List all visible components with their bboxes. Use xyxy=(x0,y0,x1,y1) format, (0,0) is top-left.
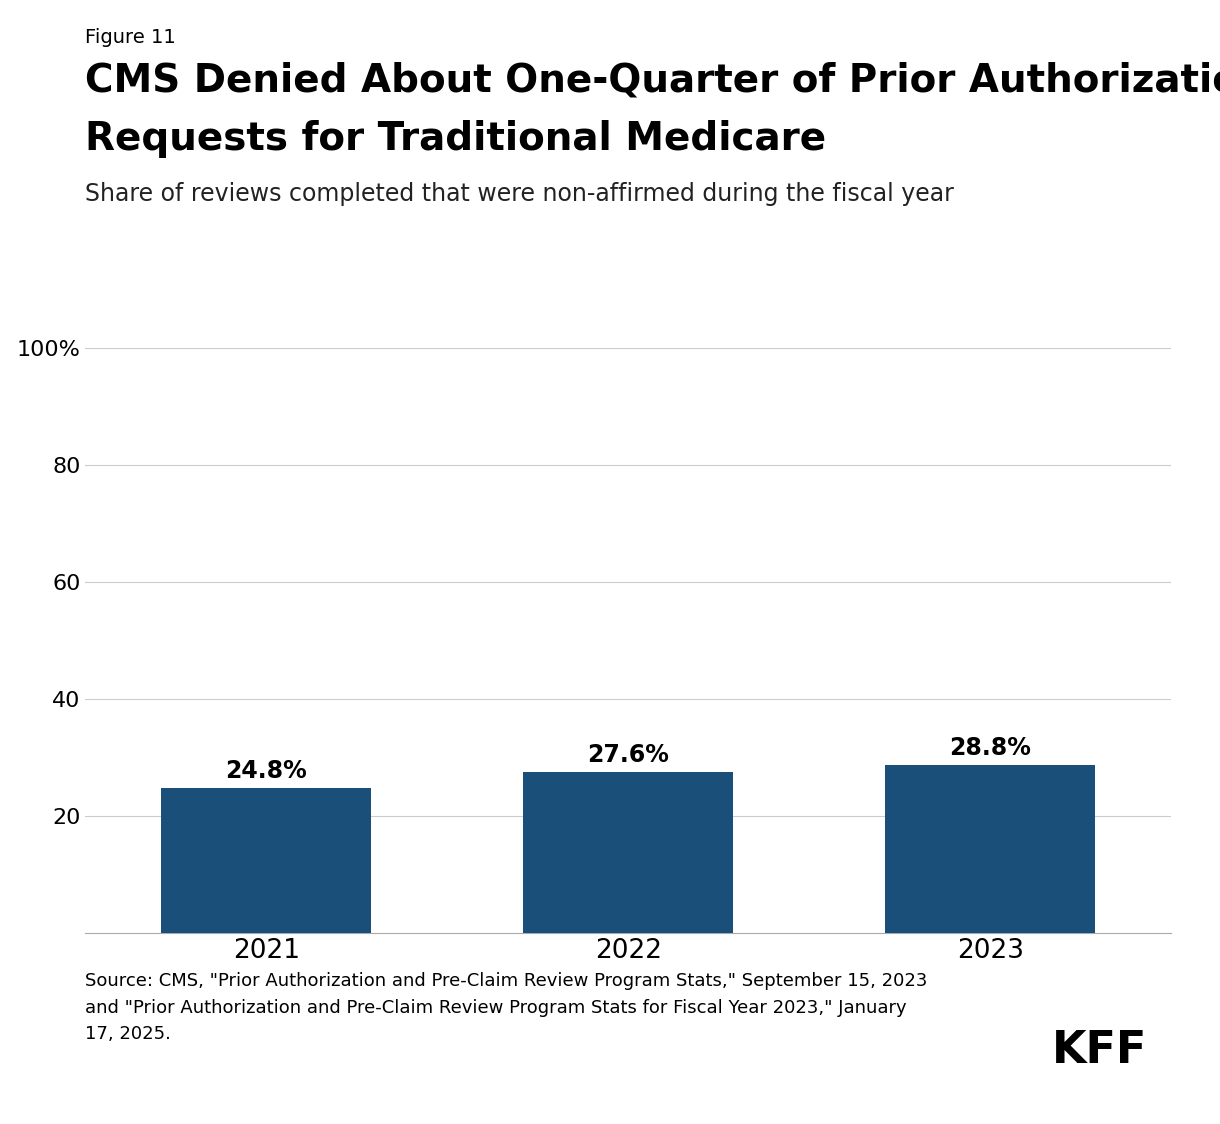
Text: CMS Denied About One-Quarter of Prior Authorization: CMS Denied About One-Quarter of Prior Au… xyxy=(85,62,1220,100)
Bar xyxy=(161,788,371,933)
Text: Requests for Traditional Medicare: Requests for Traditional Medicare xyxy=(85,120,826,158)
Text: Share of reviews completed that were non-affirmed during the fiscal year: Share of reviews completed that were non… xyxy=(85,182,954,206)
Text: 24.8%: 24.8% xyxy=(226,760,307,783)
Text: KFF: KFF xyxy=(1052,1030,1147,1072)
Text: 27.6%: 27.6% xyxy=(587,743,670,767)
Text: Figure 11: Figure 11 xyxy=(85,28,176,47)
Text: Source: CMS, "Prior Authorization and Pre-Claim Review Program Stats," September: Source: CMS, "Prior Authorization and Pr… xyxy=(85,972,927,1043)
Bar xyxy=(886,764,1096,933)
Text: 28.8%: 28.8% xyxy=(949,736,1031,760)
Bar xyxy=(523,771,733,933)
